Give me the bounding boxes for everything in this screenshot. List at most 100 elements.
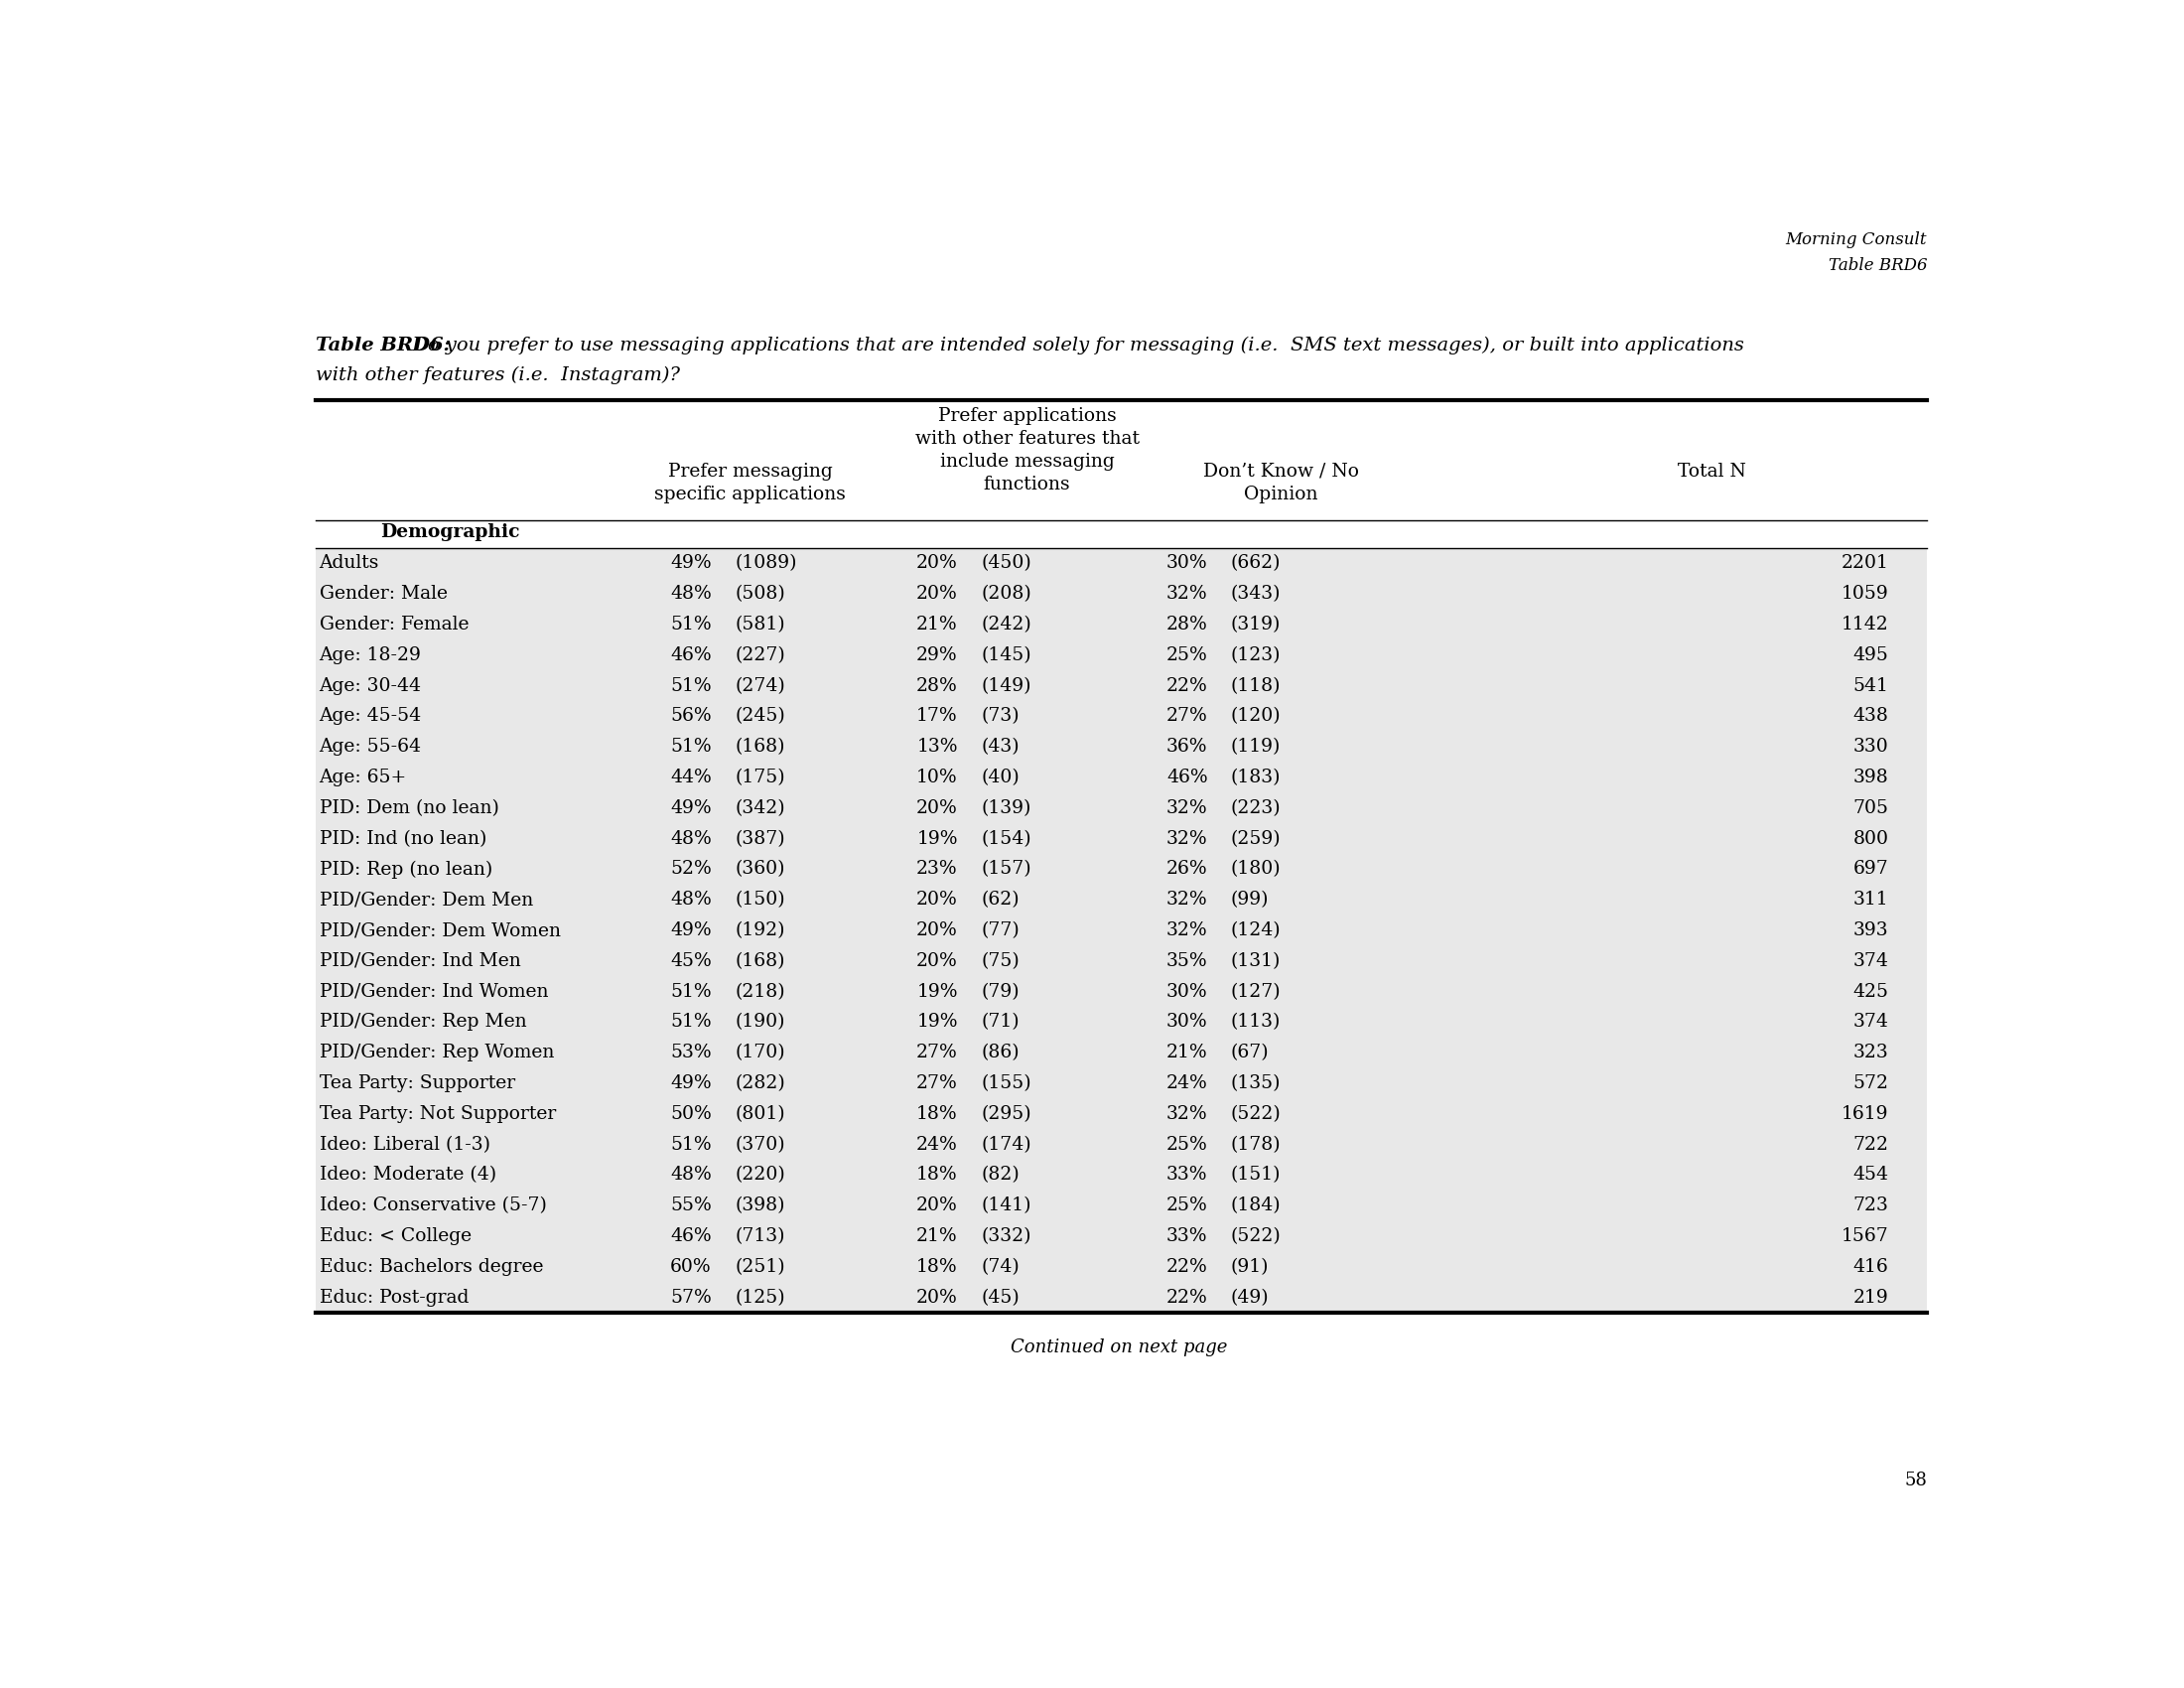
Text: (155): (155) — [981, 1074, 1031, 1092]
Text: 57%: 57% — [670, 1288, 712, 1307]
Text: 60%: 60% — [670, 1258, 712, 1276]
Text: (227): (227) — [734, 647, 784, 663]
Text: 52%: 52% — [670, 861, 712, 878]
Text: 28%: 28% — [1166, 616, 1208, 633]
Text: 24%: 24% — [1166, 1074, 1208, 1092]
Text: Total N: Total N — [1677, 463, 1745, 481]
Text: 44%: 44% — [670, 768, 712, 787]
Text: (218): (218) — [734, 982, 784, 1001]
Text: (251): (251) — [734, 1258, 784, 1276]
Text: Table BRD6: Table BRD6 — [1828, 258, 1926, 275]
Bar — [314, 1160, 1926, 1190]
Text: (522): (522) — [1232, 1106, 1282, 1123]
Text: 27%: 27% — [917, 1043, 959, 1062]
Text: (342): (342) — [734, 798, 784, 817]
Text: (139): (139) — [981, 798, 1031, 817]
Bar — [314, 885, 1926, 915]
Text: Gender: Male: Gender: Male — [319, 586, 448, 603]
Text: 49%: 49% — [670, 798, 712, 817]
Text: Continued on next page: Continued on next page — [1011, 1339, 1227, 1357]
Text: Tea Party: Supporter: Tea Party: Supporter — [319, 1074, 515, 1092]
Bar — [314, 1099, 1926, 1129]
Text: 20%: 20% — [917, 1197, 959, 1215]
Text: (370): (370) — [734, 1136, 784, 1153]
Text: (125): (125) — [734, 1288, 784, 1307]
Text: 23%: 23% — [917, 861, 959, 878]
Text: 20%: 20% — [917, 891, 959, 908]
Text: 398: 398 — [1854, 768, 1889, 787]
Text: 18%: 18% — [917, 1166, 959, 1183]
Text: 32%: 32% — [1166, 830, 1208, 847]
Text: Demographic: Demographic — [380, 523, 520, 542]
Text: (123): (123) — [1232, 647, 1282, 663]
Bar — [314, 640, 1926, 670]
Bar — [314, 945, 1926, 976]
Text: Age: 30-44: Age: 30-44 — [319, 677, 422, 695]
Text: (450): (450) — [981, 554, 1031, 572]
Text: 46%: 46% — [1166, 768, 1208, 787]
Text: 51%: 51% — [670, 738, 712, 756]
Text: 20%: 20% — [917, 554, 959, 572]
Text: 48%: 48% — [670, 830, 712, 847]
Text: Gender: Female: Gender: Female — [319, 616, 470, 633]
Text: 49%: 49% — [670, 922, 712, 939]
Text: (332): (332) — [981, 1227, 1031, 1246]
Text: 19%: 19% — [917, 982, 959, 1001]
Bar — [314, 824, 1926, 854]
Text: (135): (135) — [1232, 1074, 1282, 1092]
Bar — [314, 731, 1926, 763]
Bar — [314, 609, 1926, 640]
Text: (75): (75) — [981, 952, 1020, 971]
Text: 30%: 30% — [1166, 1013, 1208, 1031]
Text: 20%: 20% — [917, 586, 959, 603]
Text: 33%: 33% — [1166, 1227, 1208, 1246]
Text: 58: 58 — [1904, 1472, 1926, 1489]
Bar — [314, 1251, 1926, 1283]
Text: 22%: 22% — [1166, 677, 1208, 695]
Text: PID/Gender: Rep Men: PID/Gender: Rep Men — [319, 1013, 526, 1031]
Text: (124): (124) — [1232, 922, 1282, 939]
Text: (319): (319) — [1232, 616, 1280, 633]
Text: (242): (242) — [981, 616, 1031, 633]
Text: (151): (151) — [1232, 1166, 1282, 1183]
Text: 46%: 46% — [670, 647, 712, 663]
Text: Educ: Post-grad: Educ: Post-grad — [319, 1288, 467, 1307]
Text: 46%: 46% — [670, 1227, 712, 1246]
Bar — [314, 976, 1926, 1006]
Text: Age: 55-64: Age: 55-64 — [319, 738, 422, 756]
Text: (274): (274) — [734, 677, 784, 695]
Text: 35%: 35% — [1166, 952, 1208, 971]
Text: 53%: 53% — [670, 1043, 712, 1062]
Text: 20%: 20% — [917, 952, 959, 971]
Text: (82): (82) — [981, 1166, 1020, 1183]
Text: (150): (150) — [734, 891, 784, 908]
Text: (62): (62) — [981, 891, 1020, 908]
Text: (67): (67) — [1232, 1043, 1269, 1062]
Bar — [314, 854, 1926, 885]
Text: 27%: 27% — [1166, 707, 1208, 726]
Text: 48%: 48% — [670, 891, 712, 908]
Text: (157): (157) — [981, 861, 1031, 878]
Text: 2201: 2201 — [1841, 554, 1889, 572]
Text: 48%: 48% — [670, 1166, 712, 1183]
Text: 438: 438 — [1852, 707, 1889, 726]
Text: 13%: 13% — [917, 738, 959, 756]
Text: 30%: 30% — [1166, 554, 1208, 572]
Text: 49%: 49% — [670, 1074, 712, 1092]
Text: 45%: 45% — [670, 952, 712, 971]
Text: 425: 425 — [1852, 982, 1889, 1001]
Text: 21%: 21% — [1166, 1043, 1208, 1062]
Text: 323: 323 — [1854, 1043, 1889, 1062]
Bar — [314, 579, 1926, 609]
Text: 24%: 24% — [917, 1136, 959, 1153]
Text: 33%: 33% — [1166, 1166, 1208, 1183]
Text: 32%: 32% — [1166, 922, 1208, 939]
Text: PID: Ind (no lean): PID: Ind (no lean) — [319, 830, 487, 847]
Text: 374: 374 — [1852, 952, 1889, 971]
Text: 219: 219 — [1854, 1288, 1889, 1307]
Text: 21%: 21% — [917, 616, 959, 633]
Text: 48%: 48% — [670, 586, 712, 603]
Text: (180): (180) — [1232, 861, 1282, 878]
Text: (145): (145) — [981, 647, 1031, 663]
Text: (131): (131) — [1232, 952, 1280, 971]
